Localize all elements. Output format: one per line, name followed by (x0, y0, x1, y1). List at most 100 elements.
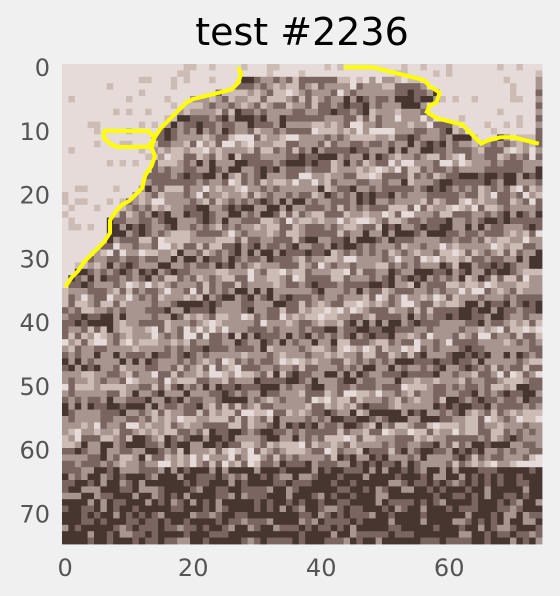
heatmap-cell (433, 416, 440, 423)
heatmap-cell (139, 410, 146, 417)
heatmap-cell (68, 333, 75, 340)
heatmap-cell (139, 352, 146, 359)
heatmap-cell (446, 224, 453, 231)
heatmap-cell (292, 371, 299, 378)
heatmap-cell (171, 147, 178, 154)
heatmap-cell (260, 173, 267, 180)
heatmap-cell (459, 102, 466, 109)
heatmap-cell (196, 166, 203, 173)
heatmap-cell (260, 435, 267, 442)
heatmap-cell (331, 339, 338, 346)
heatmap-cell (312, 358, 319, 365)
heatmap-cell (478, 474, 485, 481)
heatmap-cell (350, 454, 357, 461)
heatmap-cell (216, 256, 223, 263)
heatmap-cell (273, 454, 280, 461)
heatmap-cell (184, 480, 191, 487)
heatmap-cell (344, 448, 351, 455)
heatmap-cell (164, 83, 171, 90)
heatmap-cell (120, 301, 127, 308)
heatmap-cell (312, 90, 319, 97)
heatmap-cell (369, 198, 376, 205)
heatmap-cell (158, 77, 165, 84)
heatmap-cell (446, 384, 453, 391)
heatmap-cell (363, 480, 370, 487)
heatmap-cell (254, 320, 261, 327)
heatmap-cell (273, 474, 280, 481)
heatmap-cell (164, 365, 171, 372)
heatmap-cell (337, 154, 344, 161)
heatmap-cell (190, 269, 197, 276)
heatmap-cell (254, 218, 261, 225)
heatmap-cell (235, 403, 242, 410)
heatmap-cell (504, 269, 511, 276)
heatmap-cell (280, 237, 287, 244)
heatmap-cell (344, 307, 351, 314)
heatmap-cell (305, 102, 312, 109)
heatmap-cell (62, 115, 69, 122)
heatmap-cell (222, 352, 229, 359)
heatmap-cell (414, 166, 421, 173)
heatmap-cell (318, 403, 325, 410)
heatmap-cell (305, 224, 312, 231)
heatmap-cell (478, 371, 485, 378)
heatmap-cell (356, 186, 363, 193)
heatmap-cell (100, 109, 107, 116)
heatmap-cell (299, 461, 306, 468)
heatmap-cell (318, 77, 325, 84)
heatmap-cell (68, 141, 75, 148)
heatmap-cell (491, 365, 498, 372)
heatmap-cell (100, 301, 107, 308)
heatmap-cell (318, 218, 325, 225)
heatmap-cell (267, 320, 274, 327)
heatmap-cell (420, 262, 427, 269)
heatmap-cell (305, 96, 312, 103)
heatmap-cell (235, 90, 242, 97)
heatmap-cell (100, 486, 107, 493)
heatmap-cell (286, 307, 293, 314)
heatmap-cell (331, 429, 338, 436)
heatmap-cell (433, 480, 440, 487)
heatmap-cell (376, 109, 383, 116)
heatmap-cell (395, 403, 402, 410)
heatmap-cell (248, 301, 255, 308)
heatmap-cell (344, 160, 351, 167)
heatmap-cell (420, 282, 427, 289)
heatmap-cell (145, 454, 152, 461)
heatmap-cell (241, 320, 248, 327)
heatmap-cell (107, 384, 114, 391)
heatmap-cell (497, 282, 504, 289)
heatmap-cell (382, 192, 389, 199)
heatmap-cell (62, 243, 69, 250)
heatmap-cell (478, 115, 485, 122)
heatmap-cell (203, 461, 210, 468)
heatmap-cell (446, 256, 453, 263)
heatmap-cell (427, 461, 434, 468)
heatmap-cell (401, 147, 408, 154)
heatmap-cell (344, 102, 351, 109)
heatmap-cell (478, 384, 485, 391)
heatmap-cell (472, 448, 479, 455)
heatmap-cell (273, 243, 280, 250)
heatmap-cell (337, 288, 344, 295)
heatmap-cell (184, 301, 191, 308)
heatmap-cell (504, 294, 511, 301)
heatmap-cell (491, 269, 498, 276)
heatmap-cell (273, 486, 280, 493)
heatmap-cell (267, 346, 274, 353)
heatmap-cell (267, 326, 274, 333)
heatmap-cell (292, 192, 299, 199)
heatmap-cell (62, 218, 69, 225)
heatmap-cell (81, 173, 88, 180)
heatmap-cell (433, 403, 440, 410)
heatmap-cell (177, 384, 184, 391)
heatmap-cell (113, 326, 120, 333)
heatmap-cell (504, 358, 511, 365)
heatmap-cell (388, 262, 395, 269)
heatmap-cell (331, 205, 338, 212)
heatmap-cell (478, 454, 485, 461)
heatmap-cell (497, 429, 504, 436)
heatmap-cell (331, 435, 338, 442)
heatmap-cell (235, 294, 242, 301)
heatmap-cell (68, 429, 75, 436)
